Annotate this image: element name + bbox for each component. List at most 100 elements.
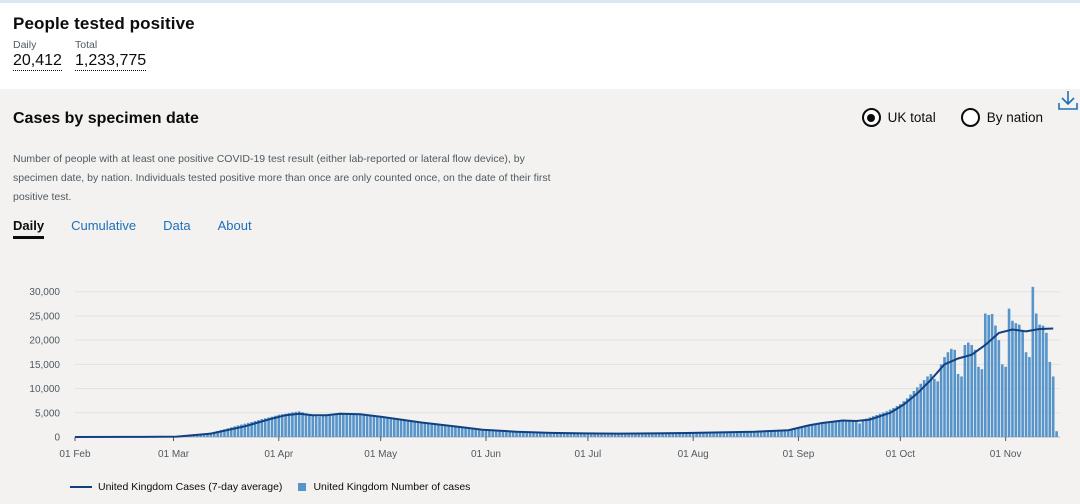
bar bbox=[1048, 361, 1052, 437]
bar bbox=[1028, 357, 1031, 437]
bar bbox=[277, 414, 281, 437]
bar bbox=[566, 433, 569, 437]
radio-checked-icon[interactable] bbox=[861, 108, 881, 127]
bar bbox=[950, 348, 953, 437]
radio-by-nation-label: By nation bbox=[986, 110, 1043, 125]
bar bbox=[674, 433, 678, 437]
bar bbox=[1021, 330, 1024, 437]
bar bbox=[623, 433, 627, 437]
bar bbox=[871, 416, 875, 437]
bar bbox=[926, 376, 929, 437]
y-tick-label: 5,000 bbox=[35, 408, 60, 419]
bar bbox=[814, 423, 817, 437]
bar bbox=[790, 429, 793, 437]
y-tick-label: 10,000 bbox=[29, 384, 60, 395]
chart-x-ticks: 01 Feb 01 Mar 01 Apr 01 May 01 Jun 01 Jul 01 A… bbox=[59, 437, 1021, 460]
bar bbox=[899, 404, 902, 437]
bar bbox=[691, 432, 695, 437]
bar bbox=[206, 433, 209, 437]
bar bbox=[892, 407, 895, 437]
daily-metric: Daily 20,412 bbox=[13, 39, 62, 71]
bar bbox=[739, 431, 743, 437]
bar bbox=[854, 421, 858, 437]
bar bbox=[291, 412, 294, 437]
bar bbox=[1031, 286, 1035, 437]
bar bbox=[426, 422, 430, 437]
bar bbox=[831, 421, 834, 437]
bar bbox=[257, 420, 260, 437]
bar bbox=[858, 423, 861, 437]
bar bbox=[280, 414, 284, 437]
chart-legend: United Kingdom Cases (7-day average) Uni… bbox=[70, 481, 470, 493]
radio-by-nation[interactable]: By nation bbox=[960, 108, 1043, 127]
bar bbox=[606, 433, 610, 437]
bar bbox=[287, 413, 291, 437]
radio-unchecked-icon[interactable] bbox=[960, 108, 980, 127]
bar bbox=[355, 413, 359, 437]
bar bbox=[725, 432, 729, 437]
bar bbox=[338, 412, 342, 437]
total-value[interactable]: 1,233,775 bbox=[75, 52, 147, 71]
x-tick-label: 01 Jun bbox=[471, 449, 501, 460]
y-tick-label: 15,000 bbox=[29, 360, 60, 371]
bar bbox=[464, 428, 467, 437]
bar bbox=[362, 414, 366, 437]
bar bbox=[956, 374, 960, 437]
bar bbox=[1041, 325, 1045, 437]
tab-daily[interactable]: Daily bbox=[13, 218, 45, 239]
bar bbox=[345, 413, 349, 437]
bar bbox=[803, 425, 807, 437]
tab-about[interactable]: About bbox=[217, 218, 252, 233]
bar bbox=[443, 425, 447, 437]
bar bbox=[518, 432, 522, 437]
bar bbox=[953, 349, 957, 437]
cases-card: Cases by specimen date UK total By natio… bbox=[0, 89, 1080, 504]
bar bbox=[389, 418, 393, 437]
tab-data[interactable]: Data bbox=[163, 218, 191, 233]
legend-line-swatch bbox=[70, 486, 92, 488]
bar bbox=[1004, 366, 1007, 437]
bar bbox=[769, 431, 773, 437]
bar bbox=[240, 424, 243, 437]
card-description: Number of people with at least one posit… bbox=[13, 153, 551, 203]
chart-gridlines bbox=[75, 291, 1060, 438]
y-tick-label: 30,000 bbox=[29, 287, 60, 298]
radio-uk-total[interactable]: UK total bbox=[861, 108, 936, 127]
bar bbox=[939, 364, 943, 437]
bar bbox=[637, 433, 641, 437]
bar bbox=[657, 433, 661, 437]
x-tick-label: 01 Feb bbox=[59, 449, 91, 460]
bar bbox=[572, 433, 576, 437]
bar bbox=[409, 421, 413, 437]
bar bbox=[399, 419, 403, 437]
bar bbox=[202, 433, 206, 437]
bar bbox=[263, 418, 267, 437]
bar bbox=[620, 433, 624, 437]
bar bbox=[365, 414, 369, 437]
bar bbox=[783, 430, 787, 437]
daily-value[interactable]: 20,412 bbox=[13, 52, 62, 71]
bar bbox=[610, 433, 613, 437]
bar bbox=[895, 406, 899, 437]
bar bbox=[437, 424, 440, 437]
bar bbox=[617, 433, 620, 437]
bar bbox=[861, 421, 865, 437]
bar bbox=[375, 415, 379, 437]
bar bbox=[922, 380, 926, 437]
bar bbox=[1038, 324, 1041, 437]
bar bbox=[596, 433, 600, 437]
download-icon[interactable] bbox=[1056, 89, 1080, 113]
bar bbox=[902, 401, 906, 437]
bar bbox=[800, 426, 804, 437]
bar bbox=[382, 416, 386, 437]
bar bbox=[647, 433, 651, 437]
bar bbox=[936, 381, 940, 437]
bar bbox=[851, 420, 855, 437]
bar bbox=[508, 431, 512, 437]
tab-cumulative[interactable]: Cumulative bbox=[71, 218, 137, 233]
bar bbox=[542, 432, 546, 437]
bar bbox=[749, 431, 753, 437]
bar bbox=[780, 430, 783, 437]
bar bbox=[834, 420, 838, 437]
bar bbox=[943, 357, 946, 437]
